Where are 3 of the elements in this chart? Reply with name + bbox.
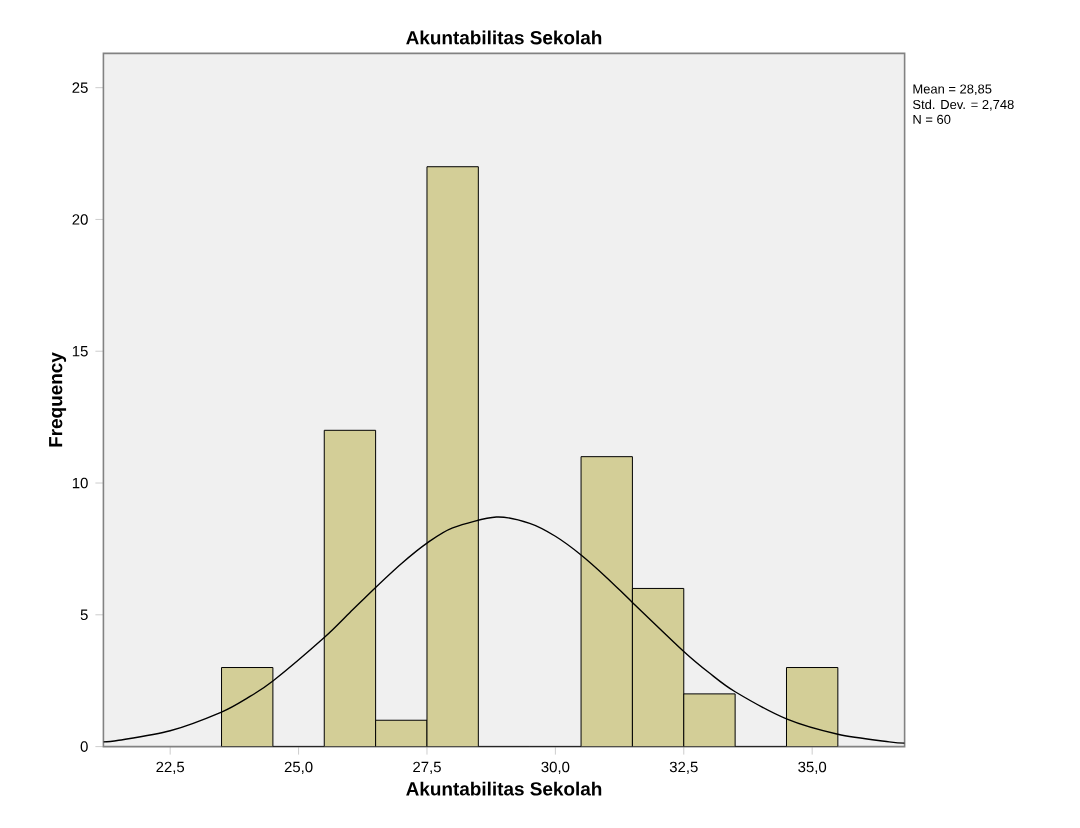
y-axis-title: Frequency (49, 352, 67, 447)
chart-title: Akuntabilitas Sekolah (406, 30, 602, 45)
x-axis-title: Akuntabilitas Sekolah (406, 781, 602, 796)
